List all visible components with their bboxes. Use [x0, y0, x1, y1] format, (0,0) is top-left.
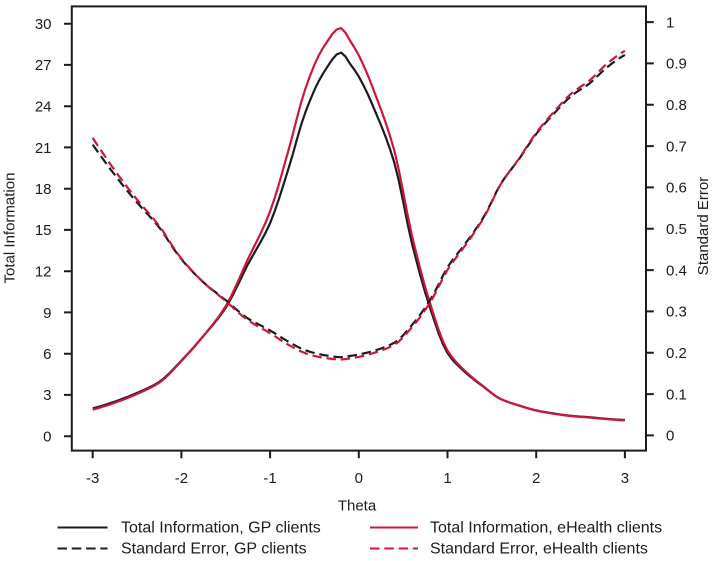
svg-text:Standard Error, eHealth client: Standard Error, eHealth clients [430, 541, 648, 558]
svg-text:6: 6 [43, 346, 51, 363]
svg-text:-2: -2 [175, 470, 188, 487]
svg-text:Total Information: Total Information [2, 173, 19, 284]
svg-text:0.7: 0.7 [666, 138, 687, 155]
svg-text:2: 2 [532, 470, 540, 487]
svg-text:0.6: 0.6 [666, 180, 687, 197]
svg-text:0: 0 [666, 428, 674, 445]
svg-text:0.2: 0.2 [666, 345, 687, 362]
svg-text:15: 15 [35, 222, 52, 239]
svg-text:1: 1 [443, 470, 451, 487]
svg-text:Standard Error, GP clients: Standard Error, GP clients [121, 541, 307, 558]
svg-text:-1: -1 [263, 470, 276, 487]
svg-text:12: 12 [35, 264, 52, 281]
svg-text:Theta: Theta [338, 498, 377, 515]
svg-text:24: 24 [35, 99, 52, 116]
svg-text:27: 27 [35, 57, 52, 74]
svg-text:0.4: 0.4 [666, 262, 687, 279]
svg-text:30: 30 [35, 16, 52, 33]
svg-text:0.9: 0.9 [666, 56, 687, 73]
svg-text:0: 0 [43, 429, 51, 446]
svg-text:21: 21 [35, 140, 52, 157]
svg-text:1: 1 [666, 14, 674, 31]
svg-text:0.1: 0.1 [666, 386, 687, 403]
svg-text:0.5: 0.5 [666, 221, 687, 238]
svg-text:9: 9 [43, 305, 51, 322]
svg-text:3: 3 [621, 470, 629, 487]
svg-text:0.8: 0.8 [666, 97, 687, 114]
svg-text:18: 18 [35, 181, 52, 198]
svg-text:0.3: 0.3 [666, 304, 687, 321]
svg-text:Total Information, eHealth cli: Total Information, eHealth clients [430, 520, 662, 537]
svg-text:3: 3 [43, 387, 51, 404]
svg-text:Standard Error: Standard Error [695, 177, 712, 275]
svg-text:-3: -3 [86, 470, 99, 487]
svg-text:0: 0 [355, 470, 363, 487]
svg-text:Total Information, GP clients: Total Information, GP clients [121, 520, 321, 537]
